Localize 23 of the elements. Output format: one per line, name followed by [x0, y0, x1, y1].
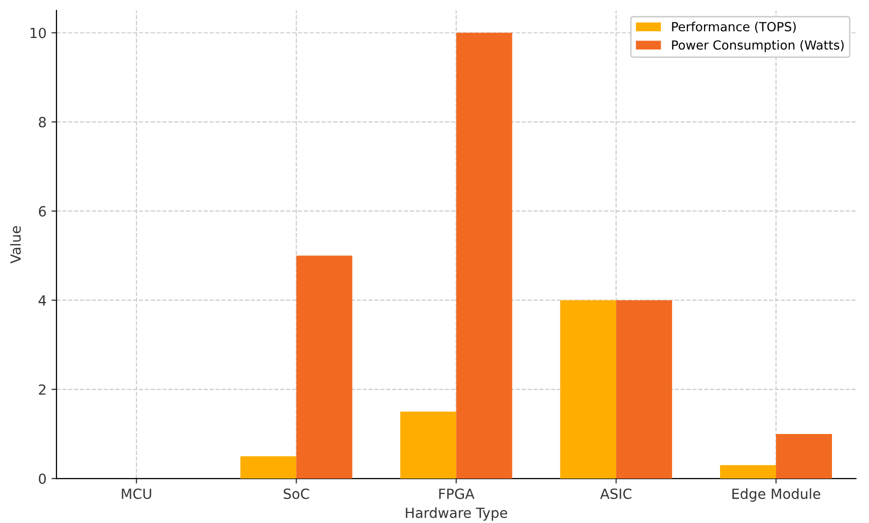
legend-label: Power Consumption (Watts): [672, 40, 844, 52]
bar: [240, 456, 296, 479]
x-tick-label: ASIC: [600, 488, 632, 500]
y-tick-label: 0: [38, 474, 46, 484]
bar: [400, 412, 456, 479]
bar: [776, 434, 832, 479]
bar: [720, 465, 776, 479]
bar: [616, 300, 672, 479]
bar: [560, 300, 616, 479]
bar: [456, 32, 512, 479]
y-tick-label: 6: [38, 206, 46, 217]
x-tick-label: SoC: [284, 488, 310, 500]
y-tick-label: 4: [38, 295, 46, 306]
y-axis-title: Value: [10, 226, 21, 264]
x-tick-label: MCU: [122, 488, 152, 500]
x-axis-title: Hardware Type: [406, 507, 508, 521]
x-tick-label: Edge Module: [732, 488, 820, 502]
legend-label: Performance (TOPS): [672, 22, 796, 33]
bar: [296, 256, 352, 479]
x-tick-label: FPGA: [439, 488, 474, 500]
y-tick-label: 8: [38, 116, 46, 128]
y-tick-label: 10: [30, 28, 46, 38]
y-tick-label: 2: [38, 384, 46, 395]
